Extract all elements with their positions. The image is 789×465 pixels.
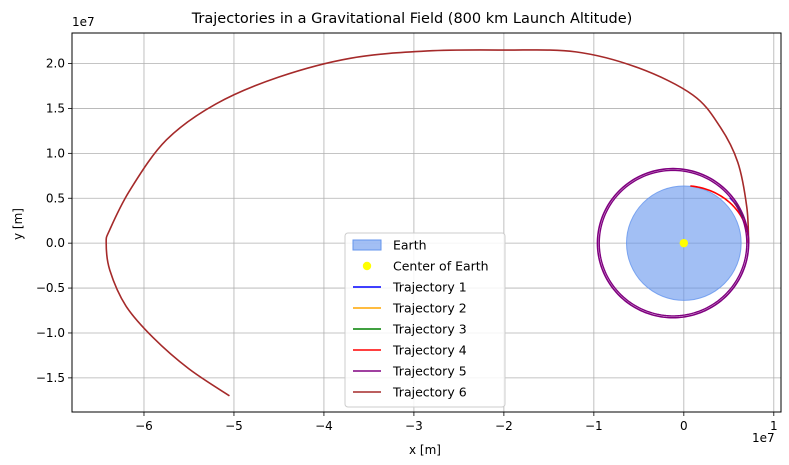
x-tick-label: 0 [680,419,688,433]
legend-entry-label: Center of Earth [393,259,489,274]
center-of-earth-point [679,238,689,248]
series-line-6 [105,49,750,397]
y-tick-label: 0.0 [46,236,65,250]
legend-entry-label: Trajectory 1 [392,280,467,295]
y-offset-label: 1e7 [72,15,95,29]
series-layer [105,49,750,397]
legend-entry-label: Trajectory 3 [392,322,467,337]
x-tick-label: −6 [135,419,153,433]
plot-frame [71,32,782,413]
legend: Earth Center of Earth Trajectory 1 Trajecto… [344,232,506,408]
legend-entry-label: Trajectory 4 [392,343,467,358]
x-tick-label: 1 [770,419,778,433]
y-ticks: −1.5 −1.0 −0.5 0.0 0.5 1.0 1.5 2.0 [36,57,72,385]
x-tick-label: −4 [315,419,333,433]
series-line-5-inner [598,169,748,317]
x-offset-label: 1e7 [752,431,775,445]
x-axis-label: x [m] [409,443,441,457]
x-ticks: −6 −5 −4 −3 −2 −1 0 1 [135,412,778,433]
legend-entry-label: Earth [393,238,427,253]
center-layer [679,238,689,248]
y-tick-label: −1.0 [36,326,65,340]
y-tick-label: 1.0 [46,146,65,160]
y-tick-label: 2.0 [46,57,65,71]
x-tick-label: −1 [585,419,603,433]
legend-swatch-earth [352,239,382,251]
y-axis-label: y [m] [11,208,25,240]
legend-entry-label: Trajectory 5 [392,364,467,379]
x-tick-label: −5 [225,419,243,433]
legend-box [344,232,506,408]
chart-title: Trajectories in a Gravitational Field (8… [191,11,633,27]
y-tick-label: 1.5 [46,101,65,115]
y-tick-label: −0.5 [36,281,65,295]
y-tick-label: −1.5 [36,371,65,385]
legend-entry-label: Trajectory 6 [392,385,467,400]
series-line-5 [596,167,750,319]
legend-swatch-center [362,261,372,271]
legend-entry-label: Trajectory 2 [392,301,467,316]
y-tick-label: 0.5 [46,191,65,205]
x-tick-label: −3 [405,419,423,433]
x-tick-label: −2 [495,419,513,433]
